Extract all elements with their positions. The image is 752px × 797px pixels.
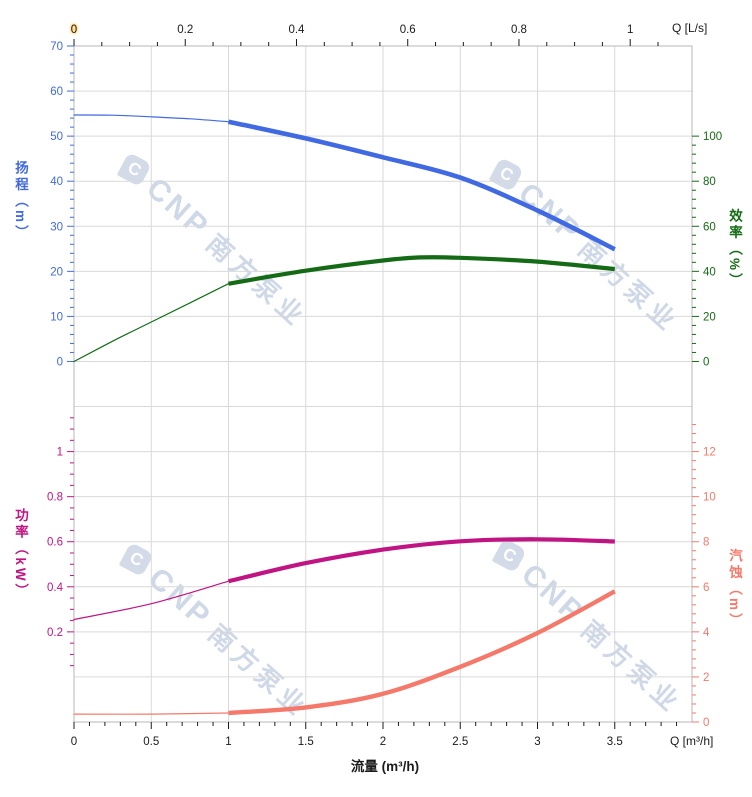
series-npsh-thin <box>73 712 230 715</box>
npsh-tick-label: 2 <box>703 672 709 684</box>
series-head-thin <box>73 114 230 123</box>
npsh-axis <box>692 424 699 723</box>
bottom-x-tick-label: 3.5 <box>607 736 623 748</box>
series-eff-thin <box>73 283 230 363</box>
series-eff-thick <box>228 255 616 286</box>
power-tick-label: 1 <box>57 447 63 459</box>
bottom-x-tick-label: 1 <box>225 736 231 748</box>
npsh-tick-label: 6 <box>703 582 709 594</box>
eff-tick-label: 0 <box>703 356 709 368</box>
head-tick-label: 60 <box>50 86 63 98</box>
bottom-x-tick-label: 3 <box>534 736 540 748</box>
head-tick-label: 50 <box>50 131 63 143</box>
eff-tick-label: 80 <box>703 176 716 188</box>
eff-tick-label: 40 <box>703 266 716 278</box>
npsh-axis-caption: 汽蚀（m） <box>727 548 742 630</box>
npsh-tick-label: 12 <box>703 447 716 459</box>
npsh-tick-label: 0 <box>703 717 709 729</box>
power-tick-label: 0.2 <box>47 627 63 639</box>
bottom-x-tick-label: 2.5 <box>452 736 468 748</box>
bottom-x-tick-label: 0 <box>71 736 77 748</box>
top-x-tick-label: 1 <box>627 24 633 36</box>
head-tick-label: 0 <box>57 356 63 368</box>
eff-tick-label: 60 <box>703 221 716 233</box>
head-tick-label: 40 <box>50 176 63 188</box>
bottom-x-tick-label: 1.5 <box>298 736 314 748</box>
eff-tick-label: 100 <box>703 131 722 143</box>
flow-axis-caption: 流量 (m³/h) <box>350 759 420 774</box>
series-power-thin <box>73 580 230 621</box>
npsh-tick-label: 10 <box>703 492 716 504</box>
bottom-x-tick-label: 2 <box>380 736 386 748</box>
power-axis <box>67 417 74 667</box>
series-head-thick <box>228 119 616 252</box>
power-tick-label: 0.4 <box>47 582 64 594</box>
head-tick-label: 10 <box>50 311 63 323</box>
series-power-thick <box>228 537 615 584</box>
eff-axis <box>692 135 699 362</box>
head-tick-label: 30 <box>50 221 63 233</box>
top-x-axis <box>73 39 659 46</box>
head-axis <box>67 45 74 362</box>
series-npsh-thick <box>228 589 616 716</box>
top-x-tick-label: 0 <box>71 24 77 36</box>
power-tick-label: 0.6 <box>47 537 63 549</box>
power-tick-label: 0.8 <box>47 492 63 504</box>
top-axis-unit-label: Q [L/s] <box>672 21 708 35</box>
bottom-x-axis <box>73 722 678 729</box>
head-axis-caption: 扬程（m） <box>13 160 28 242</box>
top-x-tick-label: 0.4 <box>288 24 305 36</box>
gridlines <box>74 46 692 722</box>
npsh-tick-label: 8 <box>703 537 709 549</box>
npsh-tick-label: 4 <box>703 627 710 639</box>
bottom-x-tick-label: 0.5 <box>143 736 159 748</box>
top-x-tick-label: 0.2 <box>177 24 193 36</box>
top-x-tick-label: 0.8 <box>511 24 527 36</box>
head-tick-label: 20 <box>50 266 63 278</box>
head-tick-label: 70 <box>50 41 63 53</box>
bottom-axis-unit-label: Q [m³/h] <box>670 734 714 748</box>
efficiency-axis-caption: 效率（%） <box>727 208 742 290</box>
power-axis-caption: 功率（kW） <box>13 507 28 601</box>
eff-tick-label: 20 <box>703 311 716 323</box>
top-x-tick-label: 0.6 <box>400 24 416 36</box>
